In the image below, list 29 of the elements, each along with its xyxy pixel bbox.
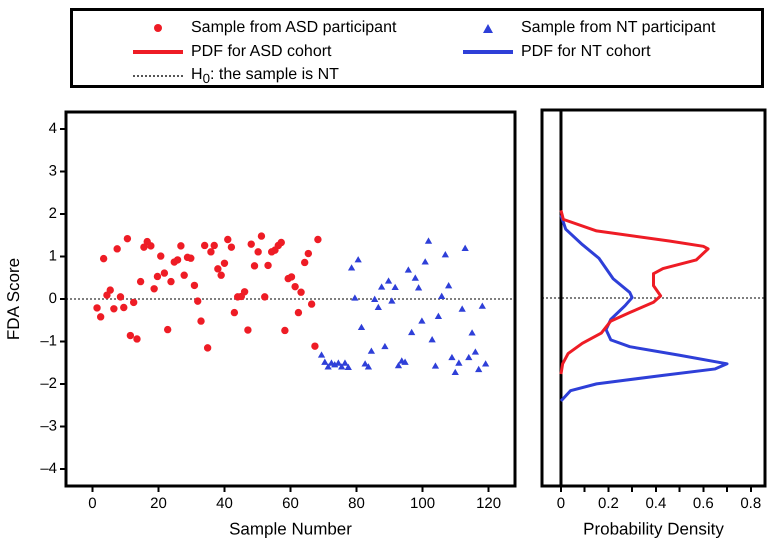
x-axis-title: Sample Number bbox=[229, 519, 352, 538]
x-tick-label: 0.2 bbox=[598, 495, 619, 512]
x-tick-label: 120 bbox=[476, 495, 502, 512]
legend-label: PDF for NT cohort bbox=[521, 43, 651, 61]
x-tick-label: 0.6 bbox=[692, 495, 714, 512]
y-tick-label: 0 bbox=[48, 290, 57, 308]
x-tick-label: 40 bbox=[216, 495, 233, 512]
x-tick-label: 0 bbox=[556, 495, 566, 512]
x-tick-label: 80 bbox=[348, 495, 365, 512]
x-tick-label: 100 bbox=[410, 495, 436, 512]
y-tick-label: –2 bbox=[40, 375, 57, 392]
y-tick-label: –4 bbox=[40, 460, 57, 478]
legend-label: PDF for ASD cohort bbox=[191, 43, 332, 61]
y-tick-label: 1 bbox=[48, 248, 57, 265]
x-tick-label: 0 bbox=[88, 495, 97, 512]
x-tick-label: 0.8 bbox=[740, 495, 762, 512]
y-tick-label: –3 bbox=[40, 418, 57, 435]
y-tick-label: 3 bbox=[48, 162, 57, 180]
x-tick-label: 0.4 bbox=[645, 495, 666, 512]
y-tick-label: 4 bbox=[48, 120, 57, 138]
legend-label: Sample from NT participant bbox=[521, 19, 716, 37]
y-tick-label: –1 bbox=[40, 332, 57, 350]
legend-label: Sample from ASD participant bbox=[191, 19, 396, 37]
y-axis-title: FDA Score bbox=[4, 258, 23, 340]
x-tick-label: 20 bbox=[150, 495, 167, 512]
legend-label: H$_{0}$: the sample is NT bbox=[191, 66, 339, 86]
x-tick-label: 60 bbox=[282, 495, 299, 512]
y-tick-label: 2 bbox=[48, 205, 57, 222]
x-axis-title: Probability Density bbox=[583, 519, 724, 538]
